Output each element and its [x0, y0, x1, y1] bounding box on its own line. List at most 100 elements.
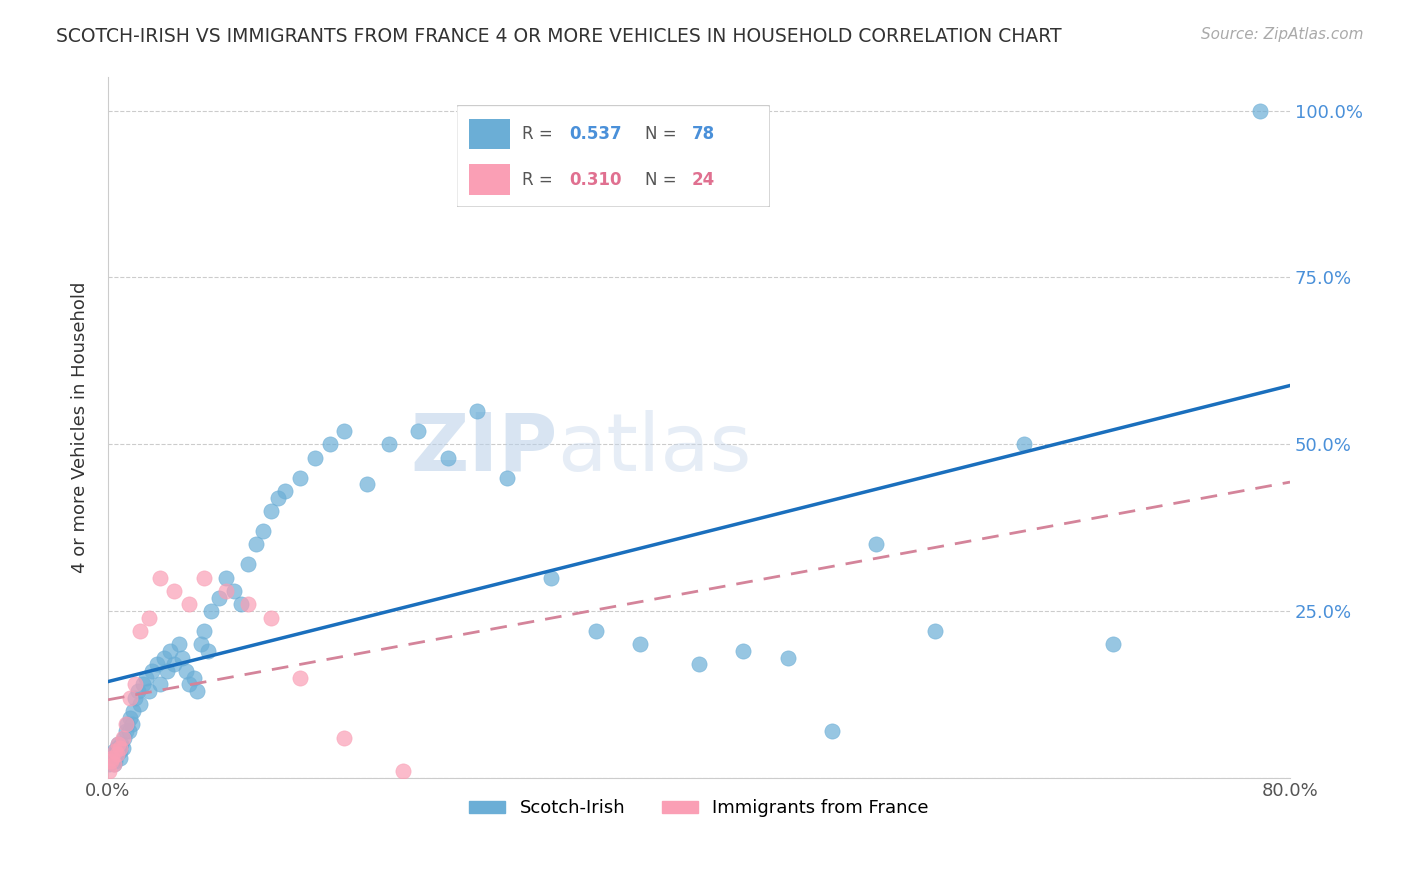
Point [132, 677, 155, 691]
Point [108, 750, 131, 764]
Point [190, 637, 212, 651]
Point [107, 737, 129, 751]
Point [167, 637, 190, 651]
Point [688, 657, 710, 672]
Point [104, 754, 127, 768]
Point [288, 671, 311, 685]
Point [197, 644, 219, 658]
Point [120, 690, 142, 705]
Point [104, 750, 127, 764]
Point [186, 684, 208, 698]
Point [222, 583, 245, 598]
Point [193, 624, 215, 638]
Point [135, 671, 157, 685]
Point [149, 677, 172, 691]
Point [153, 650, 176, 665]
Point [496, 470, 519, 484]
Point [437, 450, 460, 465]
Point [176, 664, 198, 678]
Text: SCOTCH-IRISH VS IMMIGRANTS FROM FRANCE 4 OR MORE VEHICLES IN HOUSEHOLD CORRELATI: SCOTCH-IRISH VS IMMIGRANTS FROM FRANCE 4… [56, 27, 1062, 45]
Point [101, 747, 124, 762]
Point [288, 470, 311, 484]
Point [103, 744, 125, 758]
Point [259, 610, 281, 624]
Point [149, 570, 172, 584]
Text: ZIP: ZIP [411, 409, 557, 488]
Point [170, 650, 193, 665]
Point [103, 757, 125, 772]
Point [103, 757, 125, 772]
Point [124, 690, 146, 705]
Point [108, 744, 131, 758]
Point [193, 570, 215, 584]
Point [776, 650, 799, 665]
Point [114, 723, 136, 738]
Point [392, 764, 415, 778]
Point [865, 537, 887, 551]
Point [183, 671, 205, 685]
Point [467, 404, 489, 418]
Point [304, 450, 326, 465]
Point [238, 558, 260, 572]
Point [138, 684, 160, 698]
Point [252, 524, 274, 538]
Point [733, 644, 755, 658]
Point [121, 717, 143, 731]
Point [114, 717, 136, 731]
Point [112, 731, 135, 745]
Point [333, 731, 356, 745]
Point [377, 437, 399, 451]
Point [129, 624, 152, 638]
Point [145, 657, 167, 672]
Point [100, 754, 122, 768]
Point [101, 754, 124, 768]
Point [356, 477, 378, 491]
Point [107, 737, 129, 751]
Point [105, 747, 128, 762]
Point [105, 747, 128, 762]
Y-axis label: 4 or more Vehicles in Household: 4 or more Vehicles in Household [72, 282, 89, 574]
Point [100, 750, 122, 764]
Point [156, 664, 179, 678]
Point [1012, 437, 1035, 451]
Point [108, 740, 131, 755]
Point [122, 704, 145, 718]
Point [127, 684, 149, 698]
Point [98, 757, 121, 772]
Point [215, 570, 238, 584]
Text: atlas: atlas [557, 409, 752, 488]
Point [179, 597, 201, 611]
Point [540, 570, 562, 584]
Point [163, 657, 186, 672]
Point [924, 624, 946, 638]
Point [259, 504, 281, 518]
Point [110, 737, 132, 751]
Point [1101, 637, 1123, 651]
Point [333, 424, 356, 438]
Point [101, 750, 124, 764]
Point [406, 424, 429, 438]
Point [274, 483, 297, 498]
Point [104, 744, 127, 758]
Point [1249, 103, 1271, 118]
Point [107, 744, 129, 758]
Point [628, 637, 651, 651]
Point [105, 740, 128, 755]
Point [159, 644, 181, 658]
Point [208, 591, 231, 605]
Point [238, 597, 260, 611]
Point [200, 604, 222, 618]
Point [215, 583, 238, 598]
Point [179, 677, 201, 691]
Point [111, 740, 134, 755]
Point [129, 697, 152, 711]
Point [115, 717, 138, 731]
Point [141, 664, 163, 678]
Point [124, 677, 146, 691]
Point [229, 597, 252, 611]
Point [318, 437, 340, 451]
Point [98, 764, 121, 778]
Point [118, 723, 141, 738]
Point [163, 583, 186, 598]
Text: Source: ZipAtlas.com: Source: ZipAtlas.com [1201, 27, 1364, 42]
